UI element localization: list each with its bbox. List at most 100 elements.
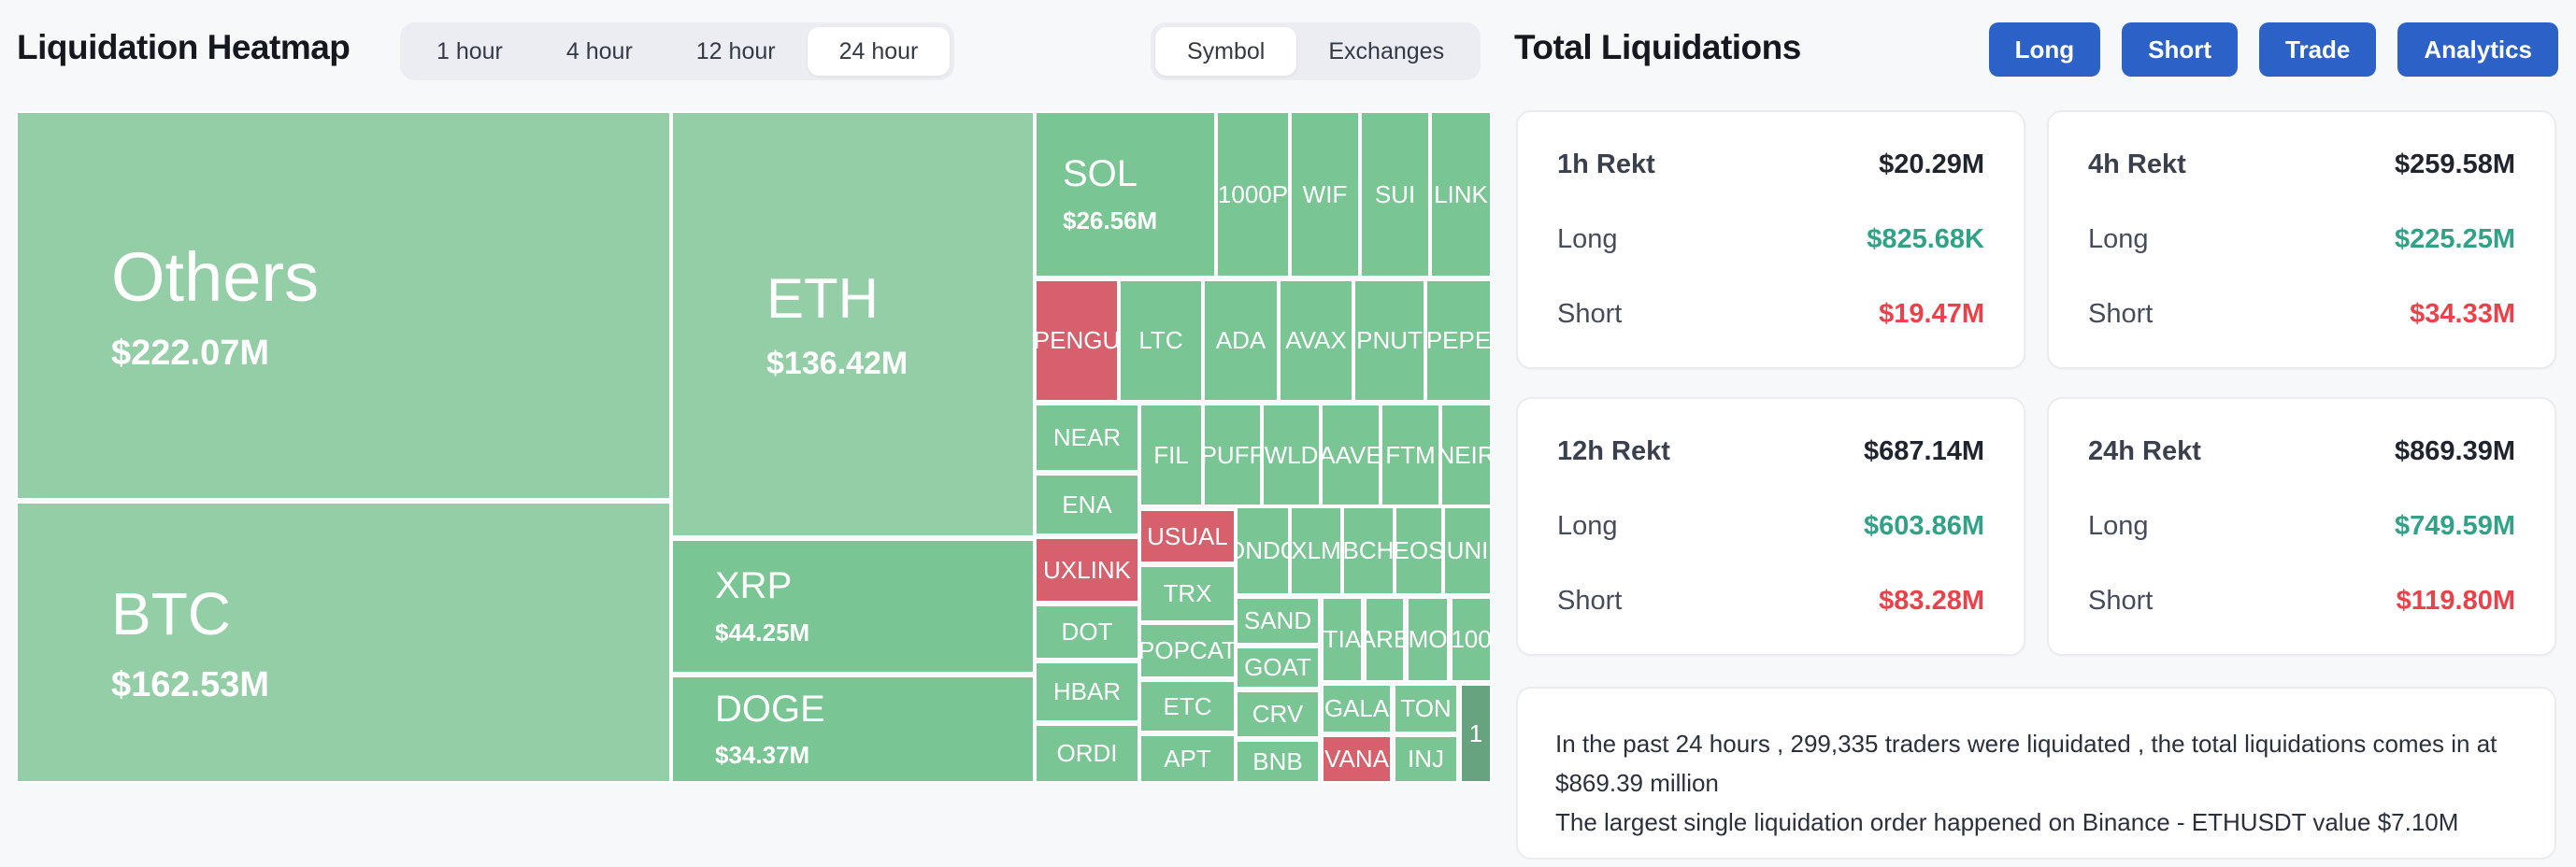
treemap-cell-ondo[interactable]: ONDO (1236, 506, 1290, 595)
treemap-cell-vana[interactable]: VANA (1322, 735, 1392, 783)
cell-label: NEIR (1440, 440, 1490, 469)
card-title-row: 1h Rekt $20.29M (1557, 149, 1984, 180)
treemap-cell-mo[interactable]: MO (1407, 597, 1449, 682)
treemap-cell-ton[interactable]: TON (1394, 684, 1458, 733)
cell-label: ARB (1367, 625, 1403, 653)
treemap-cell-ftm[interactable]: FTM (1381, 404, 1440, 506)
summary-box: In the past 24 hours , 299,335 traders w… (1516, 687, 2556, 860)
cell-label: PENGU (1035, 326, 1119, 354)
treemap-cell-pepe[interactable]: PEPE (1425, 279, 1492, 402)
cell-label: LTC (1138, 326, 1183, 354)
treemap-cell-eos[interactable]: EOS (1395, 506, 1443, 595)
treemap-cell-100[interactable]: 100 (1451, 597, 1492, 682)
cell-label: 100 (1451, 625, 1492, 653)
long-value: $225.25M (2395, 224, 2515, 254)
treemap-cell-crv[interactable]: CRV (1236, 690, 1320, 738)
cell-label: ADA (1215, 326, 1267, 354)
rekt-card-4h-rekt: 4h Rekt $259.58M Long $225.25M Short $34.33M (2047, 110, 2556, 369)
cell-label: FIL (1153, 440, 1189, 469)
treemap-cell-tia[interactable]: TIA (1322, 597, 1363, 682)
treemap-cell-bch[interactable]: BCH (1342, 506, 1395, 595)
card-short-row: Short $83.28M (1557, 586, 1984, 617)
treemap-cell-sol[interactable]: SOL $26.56M (1035, 111, 1216, 277)
cell-label: WLD (1264, 440, 1319, 469)
treemap-cell-wif[interactable]: WIF (1290, 111, 1360, 277)
view-mode-tabs: Symbol Exchanges (1151, 22, 1481, 80)
treemap-cell-aave[interactable]: AAVE (1321, 404, 1381, 506)
treemap-cell-trx[interactable]: TRX (1139, 565, 1236, 622)
treemap-cell-apt[interactable]: APT (1139, 734, 1236, 783)
long-button[interactable]: Long (1988, 22, 2101, 77)
treemap-cell-ada[interactable]: ADA (1203, 279, 1279, 402)
treemap-cell-gala[interactable]: GALA (1322, 684, 1392, 733)
treemap-cell-neir[interactable]: NEIR (1440, 404, 1492, 506)
treemap-cell-near[interactable]: NEAR (1035, 404, 1139, 472)
tab-exchanges[interactable]: Exchanges (1328, 37, 1445, 64)
treemap-cell-btc[interactable]: BTC $162.53M (16, 502, 671, 783)
treemap-cell-uni[interactable]: UNI (1443, 506, 1492, 595)
treemap-cell-xrp[interactable]: XRP $44.25M (671, 539, 1035, 674)
treemap-cell-ena[interactable]: ENA (1035, 474, 1139, 535)
tab-symbol[interactable]: Symbol (1155, 27, 1297, 76)
tab-1-hour[interactable]: 1 hour (436, 37, 503, 64)
analytics-button[interactable]: Analytics (2397, 22, 2558, 77)
trade-button[interactable]: Trade (2259, 22, 2377, 77)
treemap-cell-puff[interactable]: PUFF (1203, 404, 1262, 506)
treemap-cell-ltc[interactable]: LTC (1119, 279, 1203, 402)
cell-label: DOGE (715, 688, 825, 730)
treemap-cell-others[interactable]: Others $222.07M (16, 111, 671, 500)
card-short-row: Short $34.33M (2088, 299, 2515, 330)
cell-label: UNI (1446, 536, 1489, 564)
long-label: Long (2088, 511, 2149, 541)
treemap-cell-dot[interactable]: DOT (1035, 604, 1139, 660)
treemap-cell-avax[interactable]: AVAX (1279, 279, 1353, 402)
treemap-cell-arb[interactable]: ARB (1365, 597, 1405, 682)
treemap-cell-pnut[interactable]: PNUT (1353, 279, 1425, 402)
cell-label: USUAL (1147, 521, 1228, 550)
tab-12-hour[interactable]: 12 hour (695, 37, 776, 64)
short-label: Short (2088, 299, 2154, 329)
cell-label: NEAR (1052, 423, 1122, 451)
treemap-cell-ordi[interactable]: ORDI (1035, 724, 1139, 783)
treemap-cell-uxlink[interactable]: UXLINK (1035, 537, 1139, 603)
treemap-cell-sand[interactable]: SAND (1236, 597, 1320, 645)
treemap-cell-inj[interactable]: INJ (1394, 735, 1458, 783)
treemap-cell-eth[interactable]: ETH $136.42M (671, 111, 1035, 537)
total-liquidations-title: Total Liquidations (1514, 28, 1801, 66)
treemap-cell-usual[interactable]: USUAL (1139, 509, 1236, 563)
cell-value: $222.07M (111, 333, 270, 373)
tab-24-hour[interactable]: 24 hour (807, 27, 951, 76)
treemap-cell-pengu[interactable]: PENGU (1035, 279, 1119, 402)
short-button[interactable]: Short (2122, 22, 2239, 77)
treemap-cell-fil[interactable]: FIL (1139, 404, 1203, 506)
cell-label: ENA (1062, 490, 1112, 519)
card-title: 24h Rekt (2088, 436, 2201, 466)
treemap-cell-popcat[interactable]: POPCAT (1139, 623, 1236, 678)
treemap-cell-hbar[interactable]: HBAR (1035, 661, 1139, 722)
card-long-row: Long $603.86M (1557, 511, 1984, 542)
cell-label: GOAT (1244, 653, 1311, 681)
cell-label: AAVE (1321, 440, 1381, 469)
treemap-cell-etc[interactable]: ETC (1139, 680, 1236, 732)
card-title-row: 24h Rekt $869.39M (2088, 436, 2515, 467)
cell-label: PEPE (1425, 326, 1492, 354)
treemap-cell-1[interactable]: 1 (1460, 684, 1492, 783)
rekt-card-1h-rekt: 1h Rekt $20.29M Long $825.68K Short $19.47M (1516, 110, 2025, 369)
card-total-value: $687.14M (1864, 436, 1984, 466)
card-short-row: Short $119.80M (2088, 586, 2515, 617)
treemap-cell-wld[interactable]: WLD (1262, 404, 1321, 506)
cell-label: SUI (1374, 179, 1416, 208)
page-title: Liquidation Heatmap (17, 28, 351, 66)
treemap-cell-doge[interactable]: DOGE $34.37M (671, 675, 1035, 783)
card-total-value: $869.39M (2395, 436, 2515, 466)
treemap-cell-goat[interactable]: GOAT (1236, 647, 1320, 689)
cell-label: MO (1408, 625, 1448, 653)
treemap-cell-link[interactable]: LINK (1430, 111, 1492, 277)
tab-4-hour[interactable]: 4 hour (565, 37, 633, 64)
treemap-cell-sui[interactable]: SUI (1360, 111, 1430, 277)
treemap-cell-bnb[interactable]: BNB (1236, 740, 1320, 783)
treemap-cell-xlm[interactable]: XLM (1290, 506, 1342, 595)
long-value: $603.86M (1864, 511, 1984, 541)
treemap-cell-1000p[interactable]: 1000P (1216, 111, 1290, 277)
cell-label: PUFF (1203, 440, 1262, 469)
